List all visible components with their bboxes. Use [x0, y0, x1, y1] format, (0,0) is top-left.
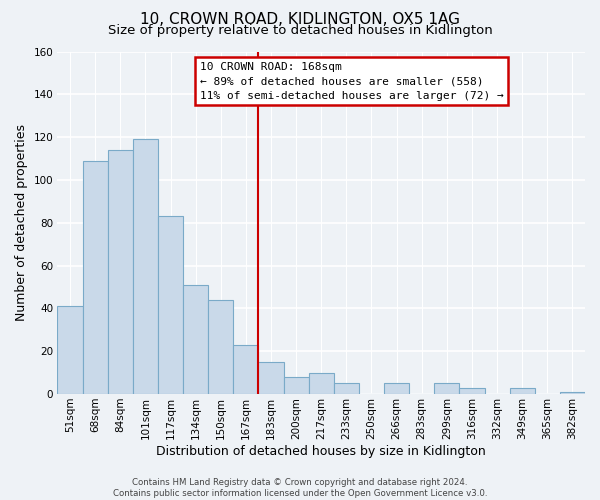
- Bar: [460, 388, 485, 394]
- Bar: [158, 216, 183, 394]
- Bar: [384, 384, 409, 394]
- Bar: [259, 362, 284, 394]
- Bar: [334, 384, 359, 394]
- Bar: [208, 300, 233, 394]
- Bar: [133, 140, 158, 394]
- Bar: [233, 345, 259, 394]
- Bar: [509, 388, 535, 394]
- Text: Contains HM Land Registry data © Crown copyright and database right 2024.
Contai: Contains HM Land Registry data © Crown c…: [113, 478, 487, 498]
- Bar: [434, 384, 460, 394]
- Bar: [308, 372, 334, 394]
- Y-axis label: Number of detached properties: Number of detached properties: [15, 124, 28, 322]
- Bar: [560, 392, 585, 394]
- Bar: [108, 150, 133, 394]
- Text: 10 CROWN ROAD: 168sqm
← 89% of detached houses are smaller (558)
11% of semi-det: 10 CROWN ROAD: 168sqm ← 89% of detached …: [200, 62, 503, 100]
- Text: Size of property relative to detached houses in Kidlington: Size of property relative to detached ho…: [107, 24, 493, 37]
- Bar: [183, 285, 208, 394]
- X-axis label: Distribution of detached houses by size in Kidlington: Distribution of detached houses by size …: [157, 444, 486, 458]
- Bar: [58, 306, 83, 394]
- Bar: [284, 377, 308, 394]
- Bar: [83, 160, 108, 394]
- Text: 10, CROWN ROAD, KIDLINGTON, OX5 1AG: 10, CROWN ROAD, KIDLINGTON, OX5 1AG: [140, 12, 460, 28]
